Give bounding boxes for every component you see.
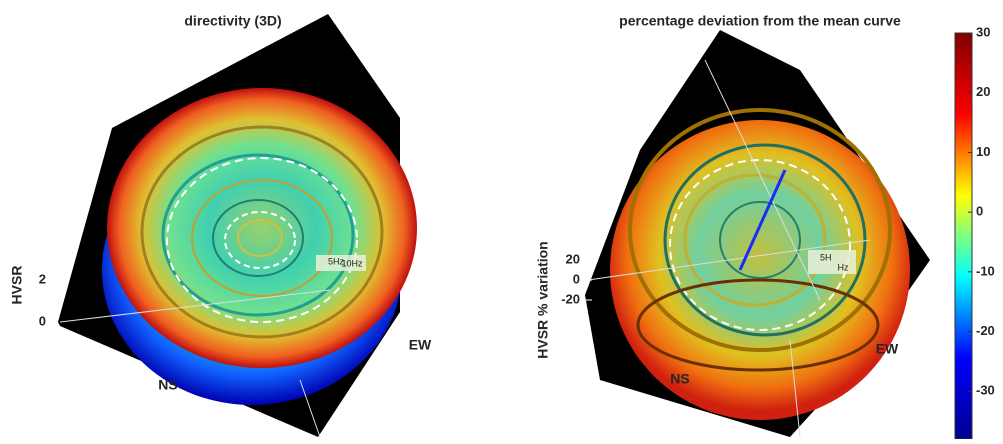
z-tick-label: -20	[561, 291, 580, 306]
chart-title: directivity (3D)	[184, 13, 281, 29]
axis-label: NS	[158, 377, 177, 393]
colorbar-tick-label: -10	[976, 263, 995, 278]
colorbar-tick-label: 30	[976, 24, 990, 39]
colorbar	[955, 33, 972, 439]
page: directivity (3D)02HVSRNSEW5Hz10Hzpercent…	[0, 0, 1003, 444]
z-tick-label: 20	[566, 251, 580, 266]
z-tick-label: 2	[39, 271, 46, 286]
figure: directivity (3D)02HVSRNSEW5Hz10Hzpercent…	[0, 0, 1003, 439]
colorbar-tick-label: 0	[976, 204, 983, 219]
chart-title: percentage deviation from the mean curve	[619, 13, 901, 29]
colorbar-tick-label: 10	[976, 144, 990, 159]
z-axis-label: HVSR % variation	[535, 241, 551, 358]
axis-label: NS	[670, 371, 689, 387]
colorbar-tick-label: -30	[976, 383, 995, 398]
axis-label: EW	[409, 337, 432, 353]
surface	[107, 88, 417, 368]
z-axis-label: HVSR	[9, 266, 25, 305]
annotation-box	[808, 250, 856, 274]
annotation: Hz	[838, 262, 849, 272]
axis-label: EW	[876, 341, 899, 357]
annotation: 5H	[820, 252, 832, 262]
colorbar-tick-label: -20	[976, 323, 995, 338]
z-tick-label: 0	[39, 313, 46, 328]
z-tick-label: 0	[573, 271, 580, 286]
colorbar-tick-label: 20	[976, 84, 990, 99]
annotation: 10Hz	[341, 258, 363, 268]
